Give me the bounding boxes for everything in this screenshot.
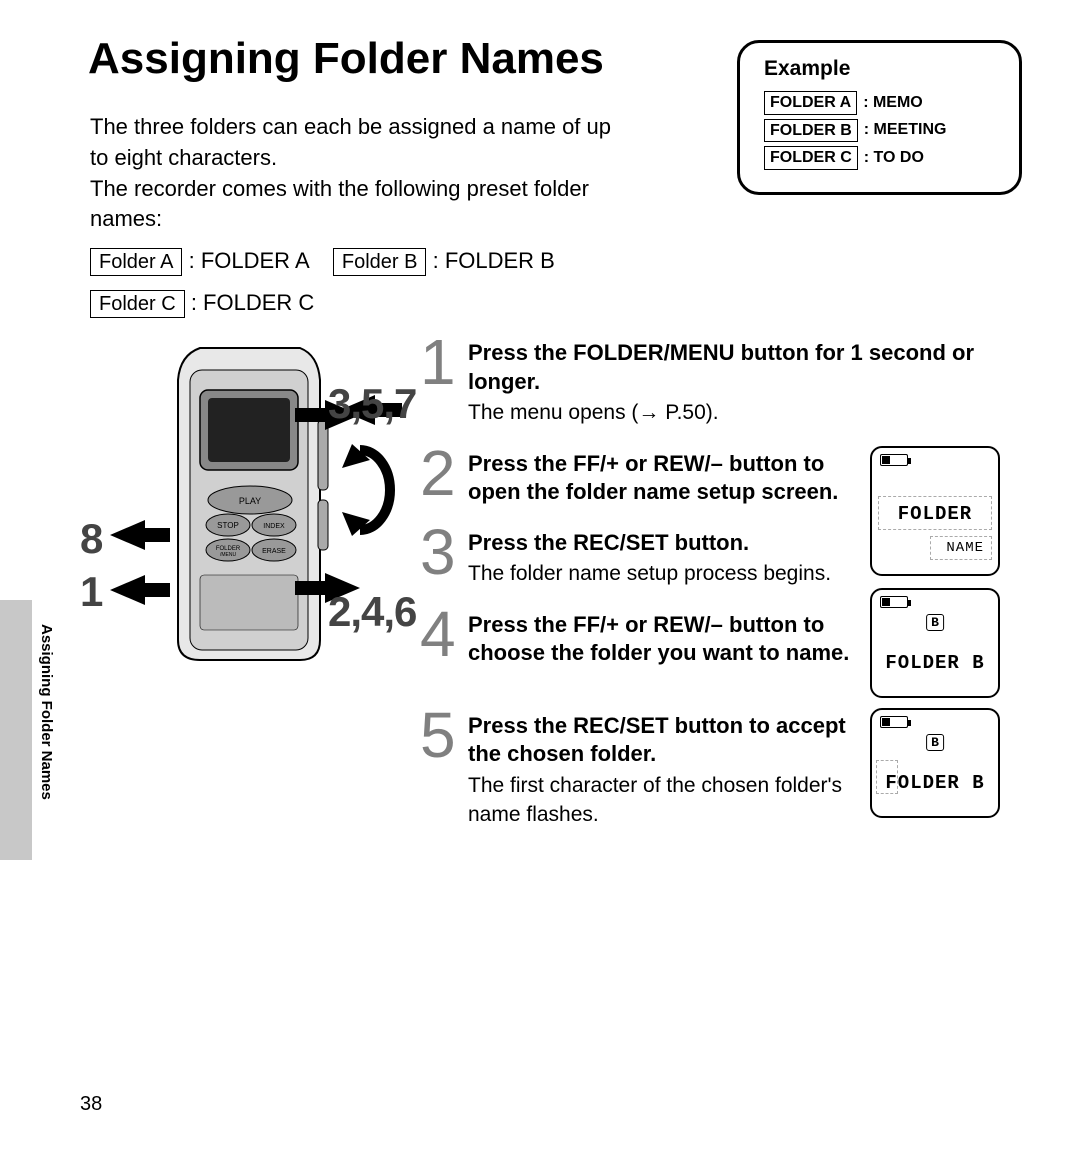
page-number: 38: [80, 1093, 102, 1116]
battery-icon: [880, 454, 908, 466]
example-row: FOLDER C : TO DO: [764, 146, 995, 170]
side-label: Assigning Folder Names: [38, 624, 55, 800]
step-sub: The menu opens (→ P.50).: [468, 398, 1010, 427]
example-folder-value: : MEETING: [864, 121, 947, 139]
svg-text:STOP: STOP: [217, 521, 239, 530]
preset-block: Folder A : FOLDER A Folder B : FOLDER B …: [90, 240, 555, 324]
callout-bottom-right: 2,4,6: [328, 588, 416, 636]
intro-line: The three folders can each be assigned a…: [90, 112, 630, 174]
preset-label: Folder C: [90, 290, 185, 318]
example-folder-value: : TO DO: [864, 149, 924, 167]
step-number: 3: [420, 525, 456, 579]
play-label: PLAY: [239, 496, 261, 506]
step-number: 2: [420, 446, 456, 500]
example-folder-label: FOLDER A: [764, 91, 857, 115]
lcd-screen: B FOLDER B: [870, 708, 1000, 818]
step-title: Press the FF/+ or REW/– button to open t…: [468, 450, 854, 507]
page-title: Assigning Folder Names: [88, 34, 604, 84]
lcd-folder-indicator: B: [926, 734, 944, 751]
lcd-screen: FOLDER NAME: [870, 446, 1000, 576]
lcd-line: FOLDER: [872, 503, 998, 525]
step: 1 Press the FOLDER/MENU button for 1 sec…: [420, 335, 1010, 428]
example-folder-value: : MEMO: [863, 94, 923, 112]
step-number: 1: [420, 335, 456, 389]
device-illustration: PLAY STOP INDEX FOLDER /MENU ERASE: [70, 340, 410, 670]
lcd-line: FOLDER B: [872, 772, 998, 794]
battery-icon: [880, 596, 908, 608]
battery-icon: [880, 716, 908, 728]
lcd-screen: B FOLDER B: [870, 588, 1000, 698]
intro-text: The three folders can each be assigned a…: [90, 112, 630, 235]
example-box: Example FOLDER A : MEMO FOLDER B : MEETI…: [737, 40, 1022, 195]
intro-line: The recorder comes with the following pr…: [90, 174, 630, 236]
example-row: FOLDER B : MEETING: [764, 119, 995, 143]
preset-label: Folder B: [333, 248, 427, 276]
preset-value: : FOLDER A: [189, 248, 309, 273]
steps-list: 1 Press the FOLDER/MENU button for 1 sec…: [420, 335, 1010, 848]
lcd-folder-indicator: B: [926, 614, 944, 631]
preset-row: Folder A : FOLDER A Folder B : FOLDER B: [90, 240, 555, 282]
side-tab: [0, 600, 32, 860]
step: 5 Press the REC/SET button to accept the…: [420, 708, 854, 830]
example-folder-label: FOLDER B: [764, 119, 858, 143]
step: 3 Press the REC/SET button. The folder n…: [420, 525, 854, 589]
step-title: Press the REC/SET button to accept the c…: [468, 712, 854, 769]
lcd-line: NAME: [946, 540, 984, 556]
example-row: FOLDER A : MEMO: [764, 91, 995, 115]
callout-top-right: 3,5,7: [328, 380, 416, 428]
preset-value: : FOLDER C: [191, 290, 314, 315]
preset-value: : FOLDER B: [433, 248, 555, 273]
svg-text:ERASE: ERASE: [262, 548, 286, 555]
svg-text:/MENU: /MENU: [220, 552, 237, 558]
example-heading: Example: [764, 57, 995, 81]
step: 4 Press the FF/+ or REW/– button to choo…: [420, 607, 854, 668]
preset-row: Folder C : FOLDER C: [90, 282, 555, 324]
step-sub: The folder name setup process begins.: [468, 559, 854, 588]
svg-text:INDEX: INDEX: [263, 523, 285, 530]
step-sub: The first character of the chosen folder…: [468, 771, 854, 830]
step-number: 4: [420, 607, 456, 661]
step-title: Press the FF/+ or REW/– button to choose…: [468, 611, 854, 668]
step: 2 Press the FF/+ or REW/– button to open…: [420, 446, 854, 507]
lcd-line: FOLDER B: [872, 652, 998, 674]
step-title: Press the FOLDER/MENU button for 1 secon…: [468, 339, 1010, 396]
callout-left-top: 8: [80, 515, 102, 563]
callout-left-bottom: 1: [80, 568, 102, 616]
preset-label: Folder A: [90, 248, 182, 276]
lcd-column: FOLDER NAME B FOLDER B: [870, 446, 1010, 698]
step-title: Press the REC/SET button.: [468, 529, 854, 558]
lcd-column: B FOLDER B: [870, 708, 1010, 848]
step-number: 5: [420, 708, 456, 762]
example-folder-label: FOLDER C: [764, 146, 858, 170]
